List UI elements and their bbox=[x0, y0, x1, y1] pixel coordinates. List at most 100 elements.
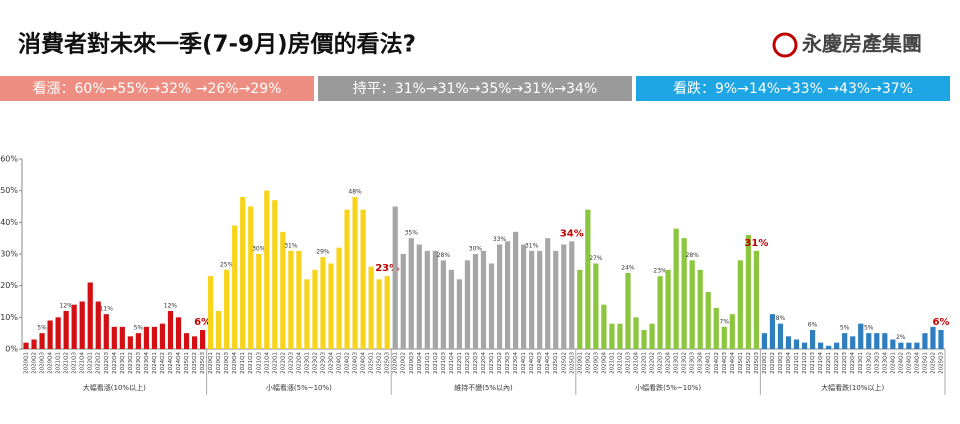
banner bbox=[636, 76, 950, 101]
bar bbox=[432, 250, 438, 349]
bar bbox=[793, 339, 800, 349]
bar bbox=[344, 209, 350, 349]
x-tick-label: 2021Q1 bbox=[425, 352, 431, 374]
x-tick-label: 2021Q3 bbox=[72, 352, 78, 374]
bar bbox=[922, 333, 928, 349]
bar bbox=[513, 231, 519, 349]
value-label: 5% bbox=[840, 325, 850, 332]
bar bbox=[248, 206, 254, 349]
x-tick-label: 2020Q1 bbox=[577, 352, 583, 374]
bar bbox=[858, 323, 864, 349]
y-tick-label: 60% bbox=[0, 155, 18, 164]
bar bbox=[705, 292, 711, 349]
y-tick-label: 20% bbox=[0, 281, 18, 290]
value-label: 28% bbox=[437, 252, 451, 259]
bar bbox=[31, 339, 37, 349]
value-label: 5% bbox=[134, 325, 144, 332]
value-label: 5% bbox=[37, 325, 47, 332]
bar bbox=[352, 197, 358, 349]
bar bbox=[320, 257, 326, 349]
x-tick-label: 2020Q4 bbox=[232, 352, 238, 374]
x-tick-label: 2024Q1 bbox=[890, 352, 896, 374]
bar bbox=[673, 228, 679, 349]
x-tick-label: 2020Q2 bbox=[585, 352, 591, 374]
banners: 看漲：60%→55%→32% →26%→29% 持平：31%→31%→35%→31… bbox=[0, 76, 950, 101]
value-label: 27% bbox=[589, 255, 603, 262]
x-tick-label: 2022Q4 bbox=[850, 352, 856, 374]
x-tick-label: 2022Q3 bbox=[842, 352, 848, 374]
banner-text: 看漲：60%→55%→32% →26%→29% bbox=[33, 81, 282, 97]
x-tick-label: 2023Q3 bbox=[690, 352, 696, 374]
group-label: 小幅看漲(5%~10%) bbox=[266, 383, 332, 392]
x-tick-label: 2021Q2 bbox=[802, 352, 808, 374]
bar bbox=[817, 342, 824, 349]
x-tick-label: 2024Q2 bbox=[529, 352, 535, 374]
x-tick-label: 2023Q4 bbox=[882, 352, 888, 374]
x-tick-label: 2021Q1 bbox=[794, 352, 800, 374]
bar bbox=[537, 250, 543, 349]
bar bbox=[119, 326, 125, 349]
x-tick-label: 2020Q4 bbox=[48, 352, 54, 374]
bar bbox=[866, 333, 872, 349]
bar bbox=[745, 235, 751, 349]
bar bbox=[472, 254, 479, 349]
bar bbox=[288, 250, 294, 349]
x-tick-label: 2020Q3 bbox=[593, 352, 599, 374]
x-tick-label: 2025Q2 bbox=[746, 352, 752, 374]
bar bbox=[801, 342, 808, 349]
x-tick-label: 2024Q3 bbox=[906, 352, 912, 374]
group-label: 大幅看漲(10%以上) bbox=[83, 383, 146, 392]
bar bbox=[480, 250, 487, 349]
bar bbox=[761, 333, 768, 349]
value-label: 30% bbox=[252, 246, 266, 253]
x-tick-label: 2021Q2 bbox=[617, 352, 623, 374]
value-label: 6% bbox=[194, 317, 211, 328]
x-tick-label: 2020Q2 bbox=[770, 352, 776, 374]
x-tick-label: 2023Q2 bbox=[866, 352, 872, 374]
x-tick-label: 2023Q4 bbox=[513, 352, 519, 374]
x-tick-label: 2022Q4 bbox=[112, 352, 118, 374]
bar bbox=[23, 342, 29, 349]
bar bbox=[408, 238, 414, 349]
x-tick-label: 2023Q3 bbox=[136, 352, 142, 374]
x-tick-label: 2023Q2 bbox=[312, 352, 318, 374]
y-tick-label: 50% bbox=[0, 186, 18, 195]
bar bbox=[577, 269, 583, 349]
bar bbox=[216, 311, 222, 349]
x-tick-label: 2025Q1 bbox=[184, 352, 190, 374]
x-tick-label: 2022Q1 bbox=[457, 352, 463, 374]
bar bbox=[938, 330, 944, 349]
bar bbox=[785, 336, 792, 349]
bar bbox=[55, 317, 61, 349]
x-tick-label: 2020Q2 bbox=[216, 352, 222, 374]
x-tick-label: 2022Q2 bbox=[650, 352, 656, 374]
banner bbox=[318, 76, 632, 101]
bar bbox=[496, 244, 503, 349]
x-tick-label: 2025Q2 bbox=[930, 352, 936, 374]
x-tick-label: 2020Q3 bbox=[409, 352, 415, 374]
bar bbox=[585, 209, 591, 349]
value-label: 28% bbox=[686, 252, 700, 259]
x-tick-label: 2024Q4 bbox=[361, 352, 367, 374]
bar bbox=[240, 197, 246, 349]
bar bbox=[737, 260, 743, 349]
bar bbox=[641, 330, 647, 349]
x-tick-label: 2023Q1 bbox=[858, 352, 864, 374]
x-tick-label: 2024Q2 bbox=[160, 352, 166, 374]
value-label: 29% bbox=[316, 249, 330, 256]
x-tick-label: 2020Q1 bbox=[393, 352, 399, 374]
x-tick-label: 2021Q1 bbox=[240, 352, 246, 374]
x-tick-label: 2025Q1 bbox=[369, 352, 375, 374]
logo-icon bbox=[772, 32, 798, 58]
logo: 永慶房產集團 bbox=[801, 32, 922, 56]
bar bbox=[127, 336, 133, 349]
value-label: 23% bbox=[375, 263, 399, 274]
bar bbox=[504, 241, 511, 349]
bar bbox=[63, 311, 69, 349]
value-label: 2% bbox=[896, 334, 906, 341]
x-tick-label: 2021Q2 bbox=[64, 352, 70, 374]
x-tick-label: 2024Q3 bbox=[722, 352, 728, 374]
x-tick-label: 2021Q1 bbox=[56, 352, 62, 374]
bar bbox=[183, 333, 190, 349]
x-tick-label: 2024Q1 bbox=[706, 352, 712, 374]
